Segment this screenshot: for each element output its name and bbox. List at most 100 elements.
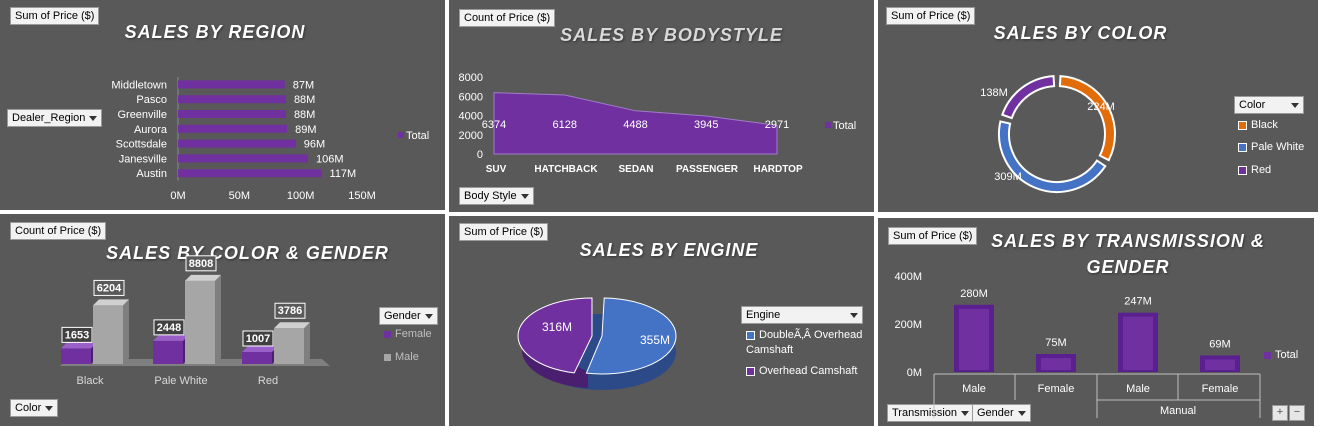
data-label: 2971 xyxy=(765,119,789,131)
data-label: 247M xyxy=(1124,296,1152,308)
data-label: 88M xyxy=(294,94,315,106)
chart-title: SALES BY REGION xyxy=(124,22,306,42)
column xyxy=(185,280,215,364)
data-label: 8808 xyxy=(189,258,213,270)
collapse-button[interactable]: − xyxy=(1289,405,1305,421)
data-label: 224M xyxy=(1087,101,1115,113)
doughnut-slice xyxy=(1058,75,1116,162)
sum-of-price-button[interactable]: Sum of Price ($) xyxy=(10,7,100,25)
legend-swatch xyxy=(746,366,755,376)
panel-sales-by-color: Sum of Price ($) SALES BY COLOR Color Bl… xyxy=(878,0,1318,212)
data-label: 2448 xyxy=(157,322,181,334)
count-of-price-button[interactable]: Count of Price ($) xyxy=(10,222,107,240)
expand-button[interactable]: + xyxy=(1272,405,1288,421)
category-label: PASSENGER xyxy=(676,164,739,175)
dealer-region-filter-button[interactable]: Dealer_Region xyxy=(7,109,103,127)
bar xyxy=(178,124,288,133)
legend-label: Overhead Camshaft xyxy=(759,365,858,377)
body-style-filter-button[interactable]: Body Style xyxy=(459,187,534,205)
data-label: 117M xyxy=(330,168,357,180)
category-label: Greenville xyxy=(117,109,167,121)
legend-label: Black xyxy=(1251,119,1278,131)
area-series xyxy=(493,92,778,155)
legend-item-double-overhead-camshaft: DoubleÃ‚Â Overhead Camshaft xyxy=(746,328,871,358)
bar xyxy=(178,139,296,148)
count-of-price-button[interactable]: Count of Price ($) xyxy=(459,9,556,27)
column-top xyxy=(93,299,129,306)
region-bar-chart: Middletown 87M Pasco 88M Greenville 88M Aurora… xyxy=(111,77,429,202)
chart-title-line2: GENDER xyxy=(1086,257,1170,277)
legend-swatch xyxy=(1238,165,1247,175)
sum-of-price-button[interactable]: Sum of Price ($) xyxy=(459,223,549,241)
data-label: 3786 xyxy=(278,305,302,317)
legend-item-total: Total xyxy=(1264,349,1298,361)
chart-title: SALES BY COLOR & GENDER xyxy=(106,243,389,263)
engine-pie-chart: 355M 316M xyxy=(517,297,677,390)
column xyxy=(61,348,91,364)
x-tick-label: 150M xyxy=(348,190,376,202)
legend-swatch xyxy=(398,132,404,138)
panel-sales-by-region: Sum of Price ($) SALES BY REGION Dealer_… xyxy=(0,0,445,210)
data-label: 3945 xyxy=(694,119,718,131)
x-tick-label: 0M xyxy=(170,190,185,202)
data-label: 106M xyxy=(316,153,344,165)
column-top xyxy=(153,334,189,341)
data-label: 138M xyxy=(980,87,1008,99)
category-label: Female xyxy=(1038,383,1075,395)
color-filter-button[interactable]: Color xyxy=(1234,96,1304,114)
data-label: 88M xyxy=(294,109,315,121)
category-label: SUV xyxy=(486,164,507,175)
transmission-column-chart: 0M 200M 400M 280M Male 75M Female 247M Male 69M Fe… xyxy=(894,271,1261,418)
engine-filter-button[interactable]: Engine xyxy=(741,306,863,324)
sum-of-price-button[interactable]: Sum of Price ($) xyxy=(886,7,976,25)
column xyxy=(1123,316,1153,370)
column-side xyxy=(304,322,310,364)
color-filter-button[interactable]: Color xyxy=(10,399,59,417)
legend-label: Pale White xyxy=(1251,141,1305,153)
bar xyxy=(178,95,286,104)
bar xyxy=(178,80,285,89)
legend-label: Male xyxy=(395,351,419,363)
column xyxy=(1205,359,1235,370)
category-label: Pasco xyxy=(136,94,167,106)
color-gender-column-chart: Black 1653 6204 Pale White 2448 8808 Red 1007 37… xyxy=(60,255,330,387)
legend-swatch xyxy=(746,330,755,340)
chart-title: SALES BY COLOR xyxy=(993,23,1168,43)
legend-item-red: Red xyxy=(1238,164,1271,176)
legend-item-male: Male xyxy=(384,351,419,363)
category-label: SEDAN xyxy=(618,164,653,175)
bar xyxy=(178,154,309,163)
y-tick-label: 8000 xyxy=(459,72,483,84)
panel-sales-by-transmission-gender: Sum of Price ($) SALES BY TRANSMISSION &… xyxy=(878,218,1314,426)
gender-filter-button[interactable]: Gender xyxy=(379,307,438,325)
y-tick-label: 400M xyxy=(894,271,922,283)
column xyxy=(93,305,123,364)
column xyxy=(274,328,304,364)
category-label: HATCHBACK xyxy=(534,164,598,175)
data-label-box xyxy=(93,279,125,296)
y-tick-label: 4000 xyxy=(459,111,483,123)
transmission-filter-button[interactable]: Transmission xyxy=(887,404,974,422)
panel-sales-by-bodystyle: Count of Price ($) SALES BY BODYSTYLE Bo… xyxy=(449,0,874,212)
data-label: 355M xyxy=(640,333,670,347)
category-label: Black xyxy=(77,375,104,387)
y-tick-label: 6000 xyxy=(459,91,483,103)
column xyxy=(1041,358,1071,370)
category-label: Male xyxy=(1126,383,1150,395)
category-label: Pale White xyxy=(154,375,207,387)
column-top xyxy=(242,346,278,352)
legend-label: Total xyxy=(1275,349,1299,361)
data-label: 6204 xyxy=(97,282,122,294)
gender-filter-button[interactable]: Gender xyxy=(972,404,1031,422)
chart-title: SALES BY ENGINE xyxy=(579,240,759,260)
data-label: 96M xyxy=(304,139,325,151)
sum-of-price-button[interactable]: Sum of Price ($) xyxy=(888,227,978,245)
panel-sales-by-color-gender: Count of Price ($) SALES BY COLOR & GEND… xyxy=(0,214,445,426)
category-label: Female xyxy=(1202,383,1239,395)
pie-slice-purple xyxy=(517,297,593,374)
column-side xyxy=(215,274,221,364)
data-label: 316M xyxy=(542,320,572,334)
legend-swatch xyxy=(1264,351,1271,359)
x-tick-label: 100M xyxy=(287,190,315,202)
data-label: 309M xyxy=(994,171,1022,183)
